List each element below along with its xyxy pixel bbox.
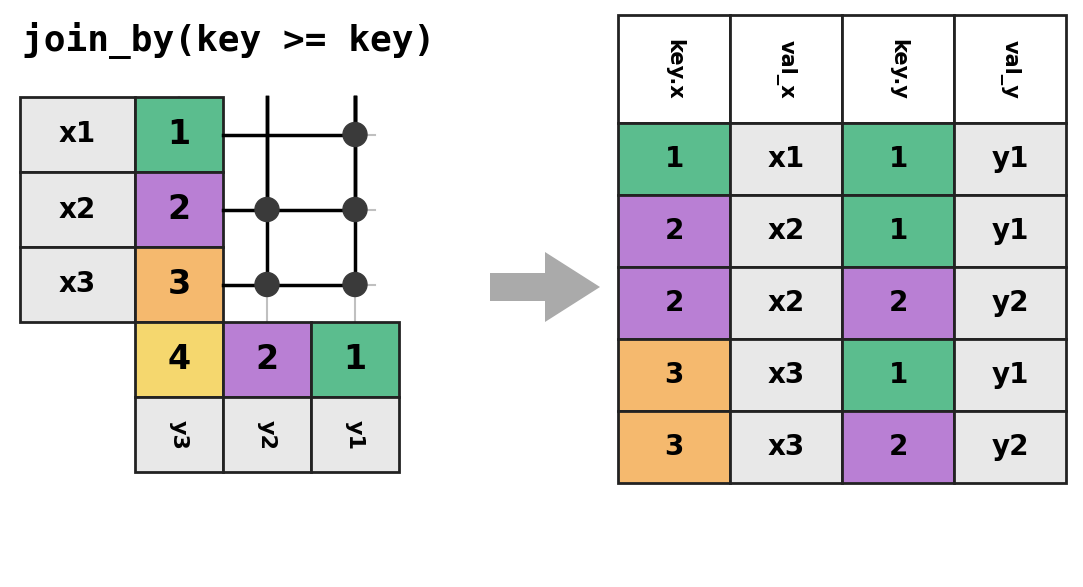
Bar (954, 123, 1066, 195)
Bar (730, 195, 841, 267)
Circle shape (343, 123, 367, 147)
Bar (19, 97, 135, 172)
Text: x2: x2 (768, 217, 805, 245)
Bar (19, 247, 135, 322)
Text: 2: 2 (664, 289, 683, 317)
Bar (618, 123, 730, 195)
Text: y1: y1 (345, 420, 365, 450)
Circle shape (255, 272, 279, 296)
Bar (730, 15, 841, 123)
Bar (730, 411, 841, 483)
Bar (311, 322, 399, 397)
Text: 1: 1 (664, 145, 683, 173)
Text: y2: y2 (991, 433, 1029, 461)
Text: x1: x1 (58, 120, 96, 149)
Bar (841, 267, 954, 339)
Bar (618, 411, 730, 483)
Text: x2: x2 (768, 289, 805, 317)
Circle shape (343, 197, 367, 221)
Text: y3: y3 (169, 420, 190, 450)
Bar (618, 339, 730, 411)
Bar (135, 247, 223, 322)
Text: x1: x1 (768, 145, 805, 173)
Text: 1: 1 (888, 361, 908, 389)
Text: y1: y1 (991, 361, 1029, 389)
Bar (954, 411, 1066, 483)
Bar (135, 172, 223, 247)
Text: val_y: val_y (1000, 39, 1020, 99)
Text: 2: 2 (256, 343, 278, 376)
Circle shape (343, 272, 367, 296)
Text: join_by(key >= key): join_by(key >= key) (22, 22, 435, 59)
Text: 1: 1 (888, 217, 908, 245)
Text: 1: 1 (343, 343, 366, 376)
Bar (135, 397, 223, 472)
Text: y2: y2 (991, 289, 1029, 317)
Bar (954, 267, 1066, 339)
Bar (618, 195, 730, 267)
Text: 2: 2 (664, 217, 683, 245)
Bar (490, 273, 545, 301)
Text: val_x: val_x (775, 40, 796, 99)
Text: key.x: key.x (664, 39, 684, 99)
Polygon shape (545, 252, 600, 322)
Text: 2: 2 (888, 289, 908, 317)
Bar (135, 322, 223, 397)
Text: 2: 2 (888, 433, 908, 461)
Text: y2: y2 (257, 420, 277, 450)
Bar (311, 397, 399, 472)
Bar (19, 172, 135, 247)
Text: x3: x3 (58, 271, 96, 299)
Bar (954, 339, 1066, 411)
Text: 3: 3 (168, 268, 191, 301)
Bar (841, 339, 954, 411)
Bar (730, 123, 841, 195)
Circle shape (255, 197, 279, 221)
Bar (618, 15, 730, 123)
Text: 4: 4 (168, 343, 191, 376)
Text: 1: 1 (888, 145, 908, 173)
Text: x2: x2 (58, 195, 96, 224)
Bar (841, 15, 954, 123)
Bar (223, 322, 311, 397)
Bar (841, 123, 954, 195)
Text: 3: 3 (664, 433, 683, 461)
Text: 3: 3 (664, 361, 683, 389)
Text: y1: y1 (991, 145, 1029, 173)
Bar (730, 267, 841, 339)
Text: 2: 2 (168, 193, 191, 226)
Text: y1: y1 (991, 217, 1029, 245)
Bar (954, 15, 1066, 123)
Text: 1: 1 (168, 118, 191, 151)
Bar (223, 397, 311, 472)
Bar (730, 339, 841, 411)
Text: x3: x3 (768, 361, 805, 389)
Text: key.y: key.y (888, 39, 908, 99)
Bar (841, 195, 954, 267)
Bar (954, 195, 1066, 267)
Bar (135, 97, 223, 172)
Bar (618, 267, 730, 339)
Bar (841, 411, 954, 483)
Text: x3: x3 (768, 433, 805, 461)
